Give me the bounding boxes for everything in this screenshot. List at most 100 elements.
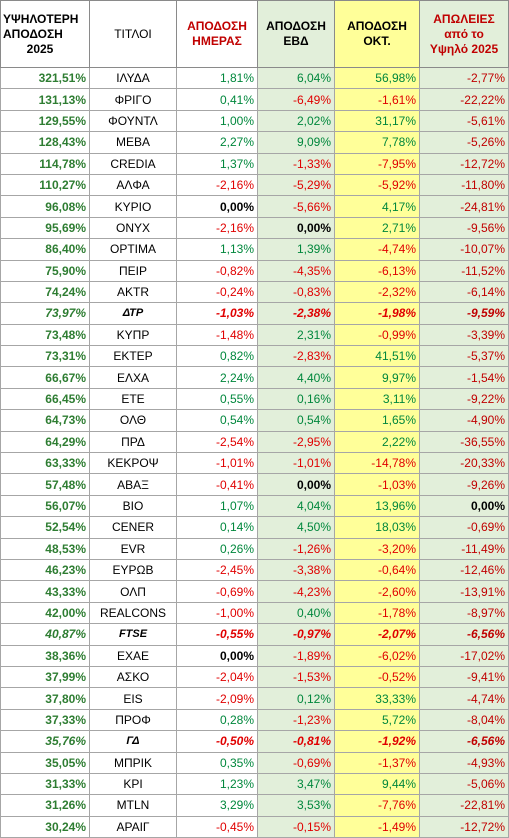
table-row: 48,53% EVR 0,26% -1,26% -3,20% -11,49%: [0, 537, 509, 560]
table-body: 321,51% ΙΛΥΔΑ 1,81% 6,04% 56,98% -2,77% 131,13…: [0, 66, 509, 838]
week-return-cell: 0,00%: [257, 473, 335, 496]
peak-cell: 57,48%: [0, 473, 90, 496]
table-row: 96,08% ΚΥΡΙΟ 0,00% -5,66% 4,17% -24,81%: [0, 195, 509, 218]
title-cell: ΒΙΟ: [89, 494, 177, 518]
title-cell: ΕΛΧΑ: [89, 366, 177, 389]
title-cell: FTSE: [89, 623, 177, 646]
week-return-cell: 1,39%: [257, 238, 335, 261]
header-loss: ΑΠΩΛΕΙΕΣ από το Υψηλό 2025: [419, 0, 509, 68]
table-row: 131,13% ΦΡΙΓΟ 0,41% -6,49% -1,61% -22,22%: [0, 88, 509, 111]
table-row: 74,24% ΑΚΤR -0,24% -0,83% -2,32% -6,14%: [0, 280, 509, 304]
loss-from-high-cell: -6,56%: [419, 730, 509, 753]
table-row: 64,73% ΟΛΘ 0,54% 0,54% 1,65% -4,90%: [0, 409, 509, 432]
loss-from-high-cell: -5,06%: [419, 772, 509, 796]
peak-cell: 37,99%: [0, 665, 90, 689]
peak-cell: 110,27%: [0, 173, 90, 197]
title-cell: ΚΕΚΡΟΨ: [89, 452, 177, 475]
table-row: 52,54% CENER 0,14% 4,50% 18,03% -0,69%: [0, 516, 509, 539]
loss-from-high-cell: -8,04%: [419, 708, 509, 732]
title-cell: ΕΤΕ: [89, 387, 177, 411]
title-cell: CENER: [89, 516, 177, 539]
day-return-cell: -2,16%: [176, 173, 258, 197]
peak-cell: 96,08%: [0, 195, 90, 218]
peak-cell: 73,97%: [0, 302, 90, 325]
october-return-cell: 13,96%: [334, 494, 420, 518]
table-row: 30,24% ΑΡΑΙΓ -0,45% -0,15% -1,49% -12,72%: [0, 815, 509, 838]
table-row: 95,69% ΟΝΥΧ -2,16% 0,00% 2,71% -9,56%: [0, 216, 509, 240]
table-row: 35,05% ΜΠΡΙΚ 0,35% -0,69% -1,37% -4,93%: [0, 751, 509, 774]
loss-from-high-cell: -11,80%: [419, 173, 509, 197]
october-return-cell: 18,03%: [334, 516, 420, 539]
title-cell: ΑΣΚΟ: [89, 665, 177, 689]
peak-cell: 114,78%: [0, 152, 90, 175]
peak-cell: 37,33%: [0, 708, 90, 732]
week-return-cell: -1,23%: [257, 708, 335, 732]
title-cell: ΟΡΤΙΜΑ: [89, 238, 177, 261]
loss-from-high-cell: -24,81%: [419, 195, 509, 218]
loss-from-high-cell: -22,22%: [419, 88, 509, 111]
header-day: ΑΠΟΔΟΣΗ ΗΜΕΡΑΣ: [176, 0, 258, 68]
week-return-cell: -0,69%: [257, 751, 335, 774]
title-cell: ΠΕΙΡ: [89, 259, 177, 282]
title-cell: ΚΡΙ: [89, 772, 177, 796]
day-return-cell: -0,55%: [176, 623, 258, 646]
week-return-cell: 0,00%: [257, 216, 335, 240]
loss-from-high-cell: -12,72%: [419, 152, 509, 175]
october-return-cell: -0,99%: [334, 323, 420, 347]
peak-cell: 73,48%: [0, 323, 90, 347]
loss-from-high-cell: -8,97%: [419, 601, 509, 625]
loss-from-high-cell: -0,69%: [419, 516, 509, 539]
peak-cell: 31,33%: [0, 772, 90, 796]
peak-cell: 63,33%: [0, 452, 90, 475]
table-row: 42,00% REALCONS -1,00% 0,40% -1,78% -8,97%: [0, 601, 509, 625]
day-return-cell: 0,35%: [176, 751, 258, 774]
loss-from-high-cell: -4,93%: [419, 751, 509, 774]
day-return-cell: 0,82%: [176, 345, 258, 368]
table-row: 66,45% ΕΤΕ 0,55% 0,16% 3,11% -9,22%: [0, 387, 509, 411]
peak-cell: 35,05%: [0, 751, 90, 774]
loss-from-high-cell: -11,52%: [419, 259, 509, 282]
title-cell: ΜΕΒΑ: [89, 131, 177, 154]
peak-cell: 38,36%: [0, 644, 90, 667]
loss-from-high-cell: -6,56%: [419, 623, 509, 646]
title-cell: ΕΧΑΕ: [89, 644, 177, 667]
header-oct: ΑΠΟΔΟΣΗ ΟΚΤ.: [334, 0, 420, 68]
october-return-cell: 31,17%: [334, 109, 420, 133]
october-return-cell: 5,72%: [334, 708, 420, 732]
october-return-cell: 33,33%: [334, 687, 420, 710]
peak-cell: 56,07%: [0, 494, 90, 518]
table-row: 37,33% ΠΡΟΦ 0,28% -1,23% 5,72% -8,04%: [0, 708, 509, 732]
peak-cell: 64,73%: [0, 409, 90, 432]
week-return-cell: 3,47%: [257, 772, 335, 796]
title-cell: REALCONS: [89, 601, 177, 625]
october-return-cell: 7,78%: [334, 131, 420, 154]
peak-cell: 37,80%: [0, 687, 90, 710]
october-return-cell: 2,22%: [334, 430, 420, 454]
loss-from-high-cell: -9,59%: [419, 302, 509, 325]
title-cell: ΑΛΦΑ: [89, 173, 177, 197]
week-return-cell: -0,15%: [257, 815, 335, 838]
table-row: 64,29% ΠΡΔ -2,54% -2,95% 2,22% -36,55%: [0, 430, 509, 454]
peak-cell: 43,33%: [0, 580, 90, 603]
table-row: 321,51% ΙΛΥΔΑ 1,81% 6,04% 56,98% -2,77%: [0, 66, 509, 90]
table-row: 43,33% ΟΛΠ -0,69% -4,23% -2,60% -13,91%: [0, 580, 509, 603]
october-return-cell: 41,51%: [334, 345, 420, 368]
loss-from-high-cell: 0,00%: [419, 494, 509, 518]
day-return-cell: 1,07%: [176, 494, 258, 518]
peak-cell: 31,26%: [0, 794, 90, 817]
peak-cell: 66,45%: [0, 387, 90, 411]
title-cell: ΦΡΙΓΟ: [89, 88, 177, 111]
table-row: 114,78% CREDIA 1,37% -1,33% -7,95% -12,72%: [0, 152, 509, 175]
day-return-cell: 0,55%: [176, 387, 258, 411]
october-return-cell: -7,76%: [334, 794, 420, 817]
day-return-cell: 1,37%: [176, 152, 258, 175]
table-row: 57,48% ΑΒΑΞ -0,41% 0,00% -1,03% -9,26%: [0, 473, 509, 496]
loss-from-high-cell: -12,72%: [419, 815, 509, 838]
loss-from-high-cell: -5,61%: [419, 109, 509, 133]
week-return-cell: 4,40%: [257, 366, 335, 389]
title-cell: ΑΒΑΞ: [89, 473, 177, 496]
title-cell: ΜΠΡΙΚ: [89, 751, 177, 774]
day-return-cell: 0,00%: [176, 195, 258, 218]
day-return-cell: 2,27%: [176, 131, 258, 154]
header-row: ΥΨΗΛΟΤΕΡΗ ΑΠΟΔΟΣΗ 2025 ΤΙΤΛΟΙ ΑΠΟΔΟΣΗ ΗΜ…: [0, 0, 509, 68]
